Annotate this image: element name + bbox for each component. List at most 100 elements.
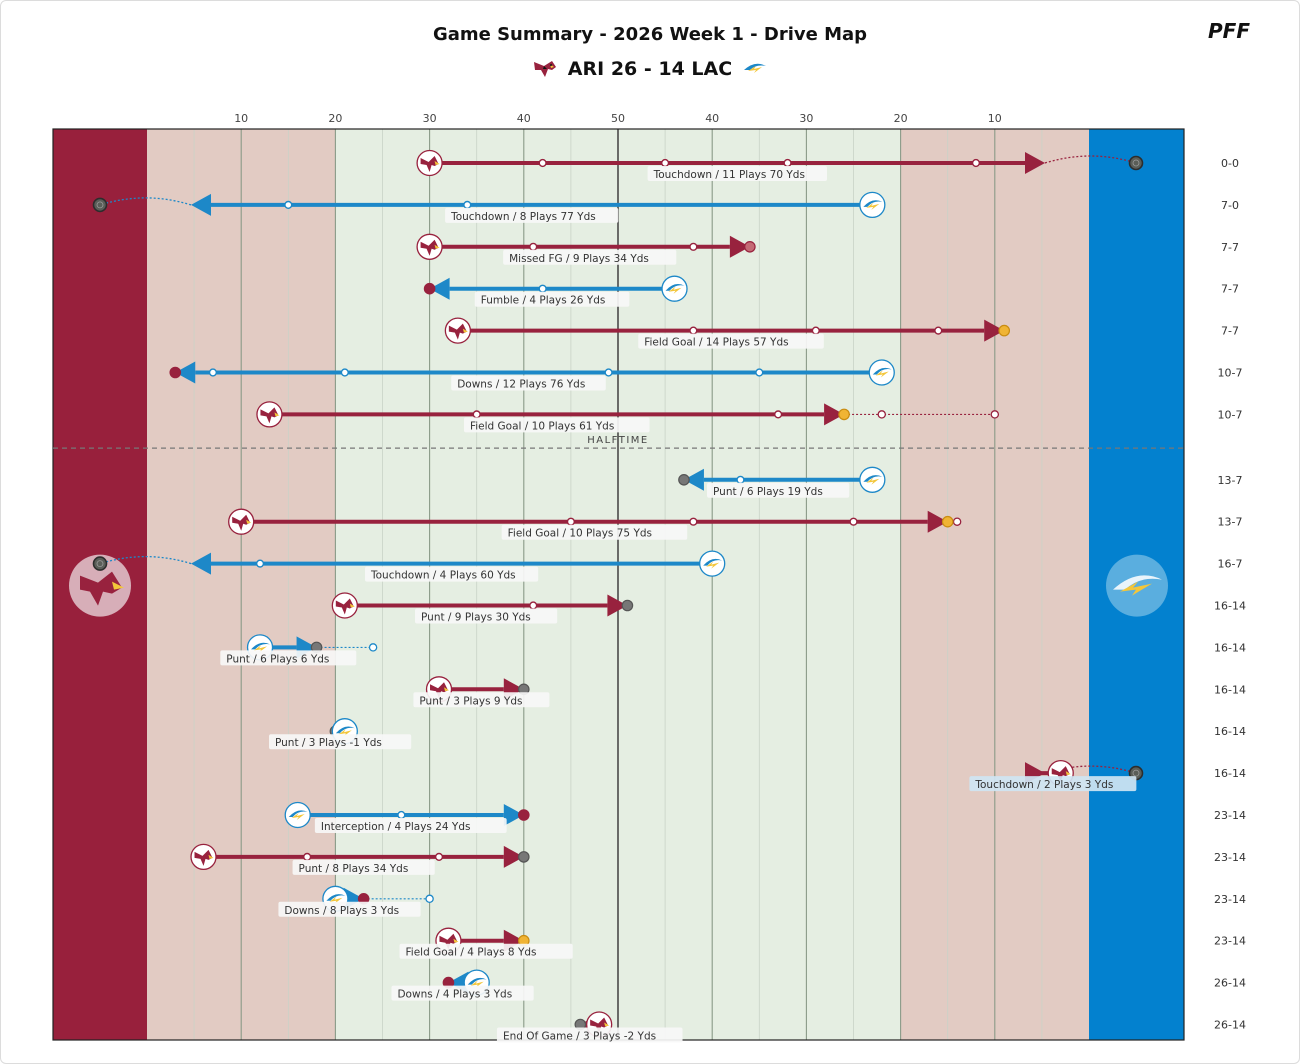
score-label: 16-14 [1214, 725, 1246, 738]
cardinals-beak-icon [462, 328, 468, 333]
score-label: 7-0 [1221, 199, 1239, 212]
drive-arrowhead [729, 235, 750, 258]
chargers-bolt-icon [338, 729, 352, 737]
drive-label: Touchdown / 4 Plays 60 Yds [370, 570, 516, 582]
play-marker [340, 368, 349, 377]
cardinals-beak-icon [112, 581, 124, 590]
cardinals-icon [260, 407, 279, 424]
penalty-marker [877, 410, 887, 419]
drive-end-marker [517, 809, 530, 821]
play-marker [284, 200, 293, 210]
drive-row: Downs / 4 Plays 3 Yds 26-14 [391, 969, 1246, 1001]
cardinals-icon [1051, 766, 1070, 783]
drive-label: Fumble / 4 Plays 26 Yds [481, 295, 606, 307]
drive-end-marker [678, 473, 690, 486]
drive-arrowhead [984, 319, 1005, 342]
chart-title: Game Summary - 2026 Week 1 - Drive Map [432, 24, 868, 45]
team-logo-circle [699, 550, 726, 577]
chargers-icon [335, 726, 355, 734]
drive-row: Touchdown / 2 Plays 3 Yds 16-14 [969, 759, 1246, 792]
yard-tick-label: 20 [894, 112, 908, 125]
drive-arrowhead [1025, 152, 1045, 174]
drive-label-bg [445, 207, 619, 223]
drive-label: Punt / 9 Plays 30 Yds [421, 612, 531, 624]
drive-label-bg [399, 943, 573, 959]
cardinals-icon [232, 514, 251, 531]
drive-label: Field Goal / 10 Plays 61 Yds [470, 420, 614, 432]
drive-row: Touchdown / 8 Plays 77 Yds 7-0 [92, 191, 1239, 223]
chargers-bolt-icon [706, 561, 720, 569]
chargers-icon [326, 894, 346, 901]
score-label: 13-7 [1218, 516, 1243, 529]
play-marker [774, 410, 783, 419]
cardinals-beak-icon [246, 519, 252, 524]
drive-label: Field Goal / 14 Plays 57 Yds [644, 337, 788, 349]
yard-tick-label: 10 [988, 112, 1002, 125]
play-marker [566, 517, 576, 526]
yard-tick-label: 50 [611, 112, 625, 125]
chargers-icon [665, 284, 685, 291]
cardinals-beak-icon [453, 938, 459, 943]
drive-label-bg [647, 166, 827, 181]
cardinals-icon [335, 598, 354, 615]
drive-row: Punt / 6 Plays 19 Yds 13-7 [678, 466, 1243, 498]
score-label: 23-14 [1214, 809, 1246, 822]
drive-arrowhead [683, 468, 704, 491]
score-label: 7-7 [1221, 325, 1239, 338]
chargers-bolt-icon [291, 813, 305, 820]
drive-label-bg [292, 859, 435, 875]
drive-end-marker [941, 515, 954, 528]
yard-tick-label: 30 [423, 112, 437, 125]
drive-label: End Of Game / 3 Plays -2 Yds [503, 1031, 656, 1043]
drive-label-bg [314, 818, 507, 833]
cardinals-beak-icon [349, 603, 355, 608]
score-label: 16-14 [1214, 641, 1246, 654]
drive-end-marker [838, 408, 850, 421]
penalty-marker [990, 410, 1000, 419]
play-marker [434, 852, 444, 862]
team-logo-circle [661, 275, 688, 302]
play-marker [529, 242, 538, 251]
drive-arrowhead [175, 361, 196, 384]
team-logo-circle [859, 466, 886, 493]
chargers-bolt-icon [875, 370, 889, 378]
drive-arrowhead [429, 277, 450, 300]
drive-rows: Touchdown / 11 Plays 70 Yds0-0Touchdown … [92, 149, 1246, 1043]
drive-arrowhead [824, 403, 845, 426]
drive-arrowhead [607, 594, 628, 617]
drive-end-marker [517, 851, 530, 863]
cardinals-beak-icon [604, 1022, 610, 1027]
drive-label: Punt / 6 Plays 6 Yds [226, 653, 329, 665]
chargers-bolt-icon [866, 477, 880, 485]
score-label: 23-14 [1214, 935, 1246, 948]
drive-label: Punt / 3 Plays -1 Yds [275, 737, 382, 749]
score-label: 13-7 [1218, 474, 1243, 487]
play-marker [849, 517, 858, 526]
cardinals-beak-icon [274, 412, 280, 417]
chargers-icon [467, 977, 487, 985]
score-label: 16-14 [1214, 683, 1246, 696]
score-label: 7-7 [1221, 283, 1239, 296]
score-label: 0-0 [1221, 157, 1239, 170]
drive-label: Downs / 8 Plays 3 Yds [284, 905, 399, 917]
cardinals-icon [430, 682, 449, 699]
score-label: 26-14 [1214, 977, 1246, 990]
drive-row: Field Goal / 10 Plays 61 Yds 10-7 [256, 401, 1242, 433]
score-label: 16-7 [1218, 558, 1243, 571]
drive-end-marker [621, 599, 634, 612]
score-label: 10-7 [1218, 367, 1243, 380]
drive-label: Punt / 6 Plays 19 Yds [713, 486, 823, 498]
chargers-icon [288, 810, 308, 817]
play-marker [472, 410, 481, 419]
cardinals-beak-icon [434, 161, 440, 165]
cardinals-beak-icon [1065, 771, 1071, 776]
drive-label: Downs / 12 Plays 76 Yds [457, 379, 585, 391]
drive-label-bg [496, 1027, 683, 1043]
cardinals-icon [420, 156, 439, 172]
pff-logo-text: PFF [1208, 20, 1250, 42]
penalty-marker [368, 643, 378, 652]
cardinals-icon [439, 933, 458, 950]
touchdown-marker-ring [1132, 769, 1140, 777]
chargers-bolt-icon [329, 896, 343, 904]
